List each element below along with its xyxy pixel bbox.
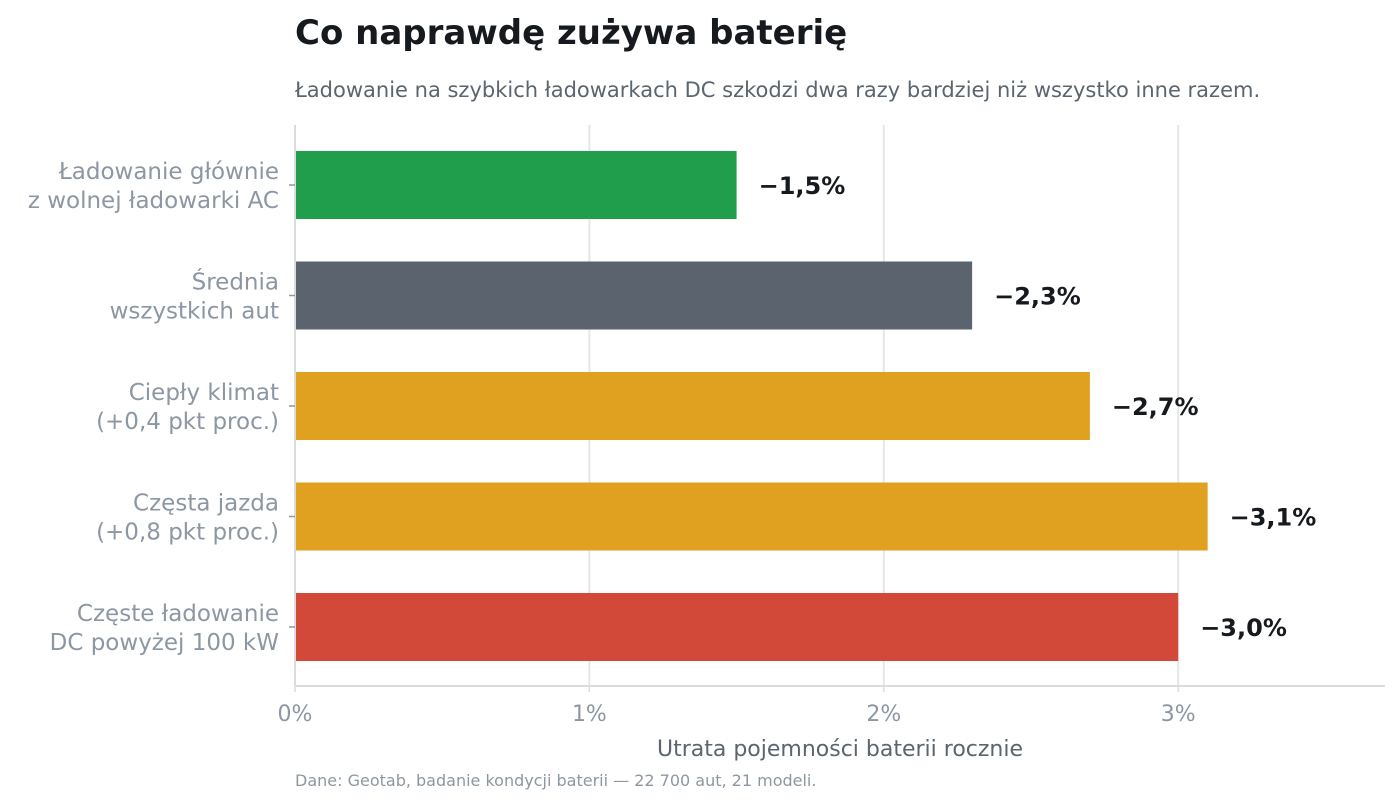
category-label-line: wszystkich aut bbox=[110, 299, 279, 325]
x-axis-label: Utrata pojemności baterii rocznie bbox=[657, 737, 1023, 762]
category-label: Częste ładowanie DC powyżej 100 kW bbox=[50, 601, 279, 656]
chart-title: Co naprawdę zużywa baterię bbox=[295, 13, 847, 53]
value-label: −3,0% bbox=[1200, 614, 1287, 642]
category-label-line: Częsta jazda bbox=[133, 491, 279, 517]
value-label: −3,1% bbox=[1230, 504, 1317, 532]
bars bbox=[295, 151, 1208, 661]
category-labels: Ładowanie głównie z wolnej ładowarki AC Śr… bbox=[28, 159, 295, 656]
value-label: −1,5% bbox=[759, 172, 846, 200]
x-tick-label: 0% bbox=[278, 702, 313, 727]
category-label-line: (+0,4 pkt proc.) bbox=[96, 409, 279, 435]
category-label: Średnia wszystkich aut bbox=[110, 268, 279, 325]
x-tick-label: 3% bbox=[1161, 702, 1196, 727]
category-label: Ciepły klimat (+0,4 pkt proc.) bbox=[96, 380, 279, 435]
bar bbox=[295, 593, 1179, 661]
bar bbox=[295, 482, 1208, 551]
value-label: −2,3% bbox=[994, 283, 1081, 311]
bar bbox=[295, 151, 737, 219]
category-label: Ładowanie głównie z wolnej ładowarki AC bbox=[28, 159, 279, 214]
source-note: Dane: Geotab, badanie kondycji baterii —… bbox=[295, 771, 816, 790]
category-label-line: (+0,8 pkt proc.) bbox=[96, 520, 279, 546]
category-label-line: Ciepły klimat bbox=[129, 380, 279, 406]
category-label-line: z wolnej ładowarki AC bbox=[28, 188, 279, 214]
bar bbox=[295, 261, 973, 330]
category-label-line: Średnia bbox=[192, 268, 279, 296]
chart-subtitle: Ładowanie na szybkich ładowarkach DC szk… bbox=[294, 78, 1260, 102]
category-label-line: Ładowanie głównie bbox=[58, 159, 279, 185]
category-label: Częsta jazda (+0,8 pkt proc.) bbox=[96, 491, 279, 546]
value-label: −2,7% bbox=[1112, 393, 1199, 421]
x-tick-label: 1% bbox=[572, 702, 607, 727]
category-label-line: Częste ładowanie bbox=[77, 601, 279, 627]
x-tick-label: 2% bbox=[866, 702, 901, 727]
value-labels: −1,5% −2,3% −2,7% −3,1% −3,0% bbox=[759, 172, 1317, 642]
category-label-line: DC powyżej 100 kW bbox=[50, 630, 279, 656]
x-axis: 0% 1% 2% 3% bbox=[278, 125, 1385, 727]
bar bbox=[295, 372, 1090, 440]
